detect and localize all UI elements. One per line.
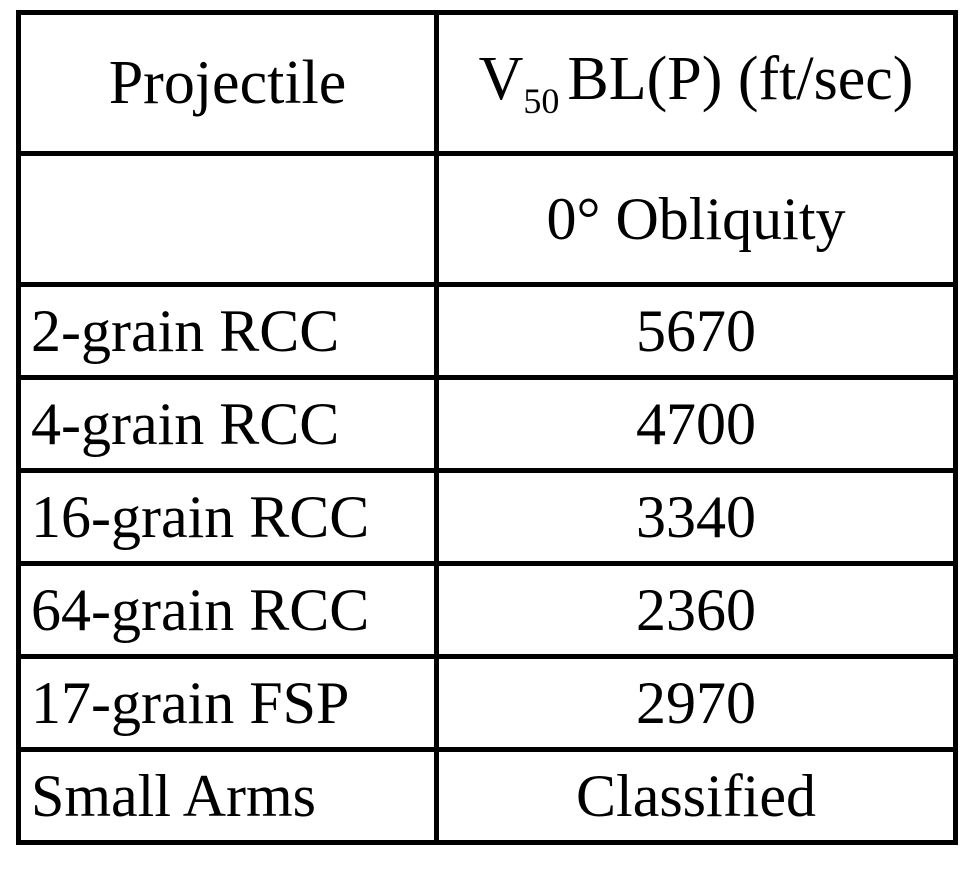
table-row: 2-grain RCC 5670	[16, 282, 958, 380]
header-cell: V50 BL(P) (ft/sec)	[434, 10, 958, 156]
velocity-cell: 2970	[434, 654, 958, 752]
velocity-cell: 3340	[434, 468, 958, 566]
data-table: Projectile V50 BL(P) (ft/sec) 0° Obliquit…	[16, 10, 958, 845]
table-row: Small Arms Classified	[16, 747, 958, 845]
projectile-cell: 2-grain RCC	[16, 282, 439, 380]
velocity-cell: Classified	[434, 747, 958, 845]
header-subscript: 50	[523, 80, 560, 121]
subheader-cell: 0° Obliquity	[434, 151, 958, 287]
header-cell: Projectile	[16, 10, 439, 156]
projectile-cell: Small Arms	[16, 747, 439, 845]
header-text: V	[478, 44, 524, 113]
projectile-cell: 4-grain RCC	[16, 375, 439, 473]
empty-cell	[16, 151, 439, 287]
table-row: 16-grain RCC 3340	[16, 468, 958, 566]
velocity-cell: 2360	[434, 561, 958, 659]
projectile-cell: 17-grain FSP	[16, 654, 439, 752]
table-row: 4-grain RCC 4700	[16, 375, 958, 473]
velocity-cell: 5670	[434, 282, 958, 380]
subheader-row: 0° Obliquity	[16, 151, 958, 287]
projectile-cell: 64-grain RCC	[16, 561, 439, 659]
velocity-cell: 4700	[434, 375, 958, 473]
table-row: 17-grain FSP 2970	[16, 654, 958, 752]
header-row: Projectile V50 BL(P) (ft/sec)	[16, 10, 958, 156]
projectile-cell: 16-grain RCC	[16, 468, 439, 566]
header-text: BL(P) (ft/sec)	[567, 44, 914, 113]
table-row: 64-grain RCC 2360	[16, 561, 958, 659]
